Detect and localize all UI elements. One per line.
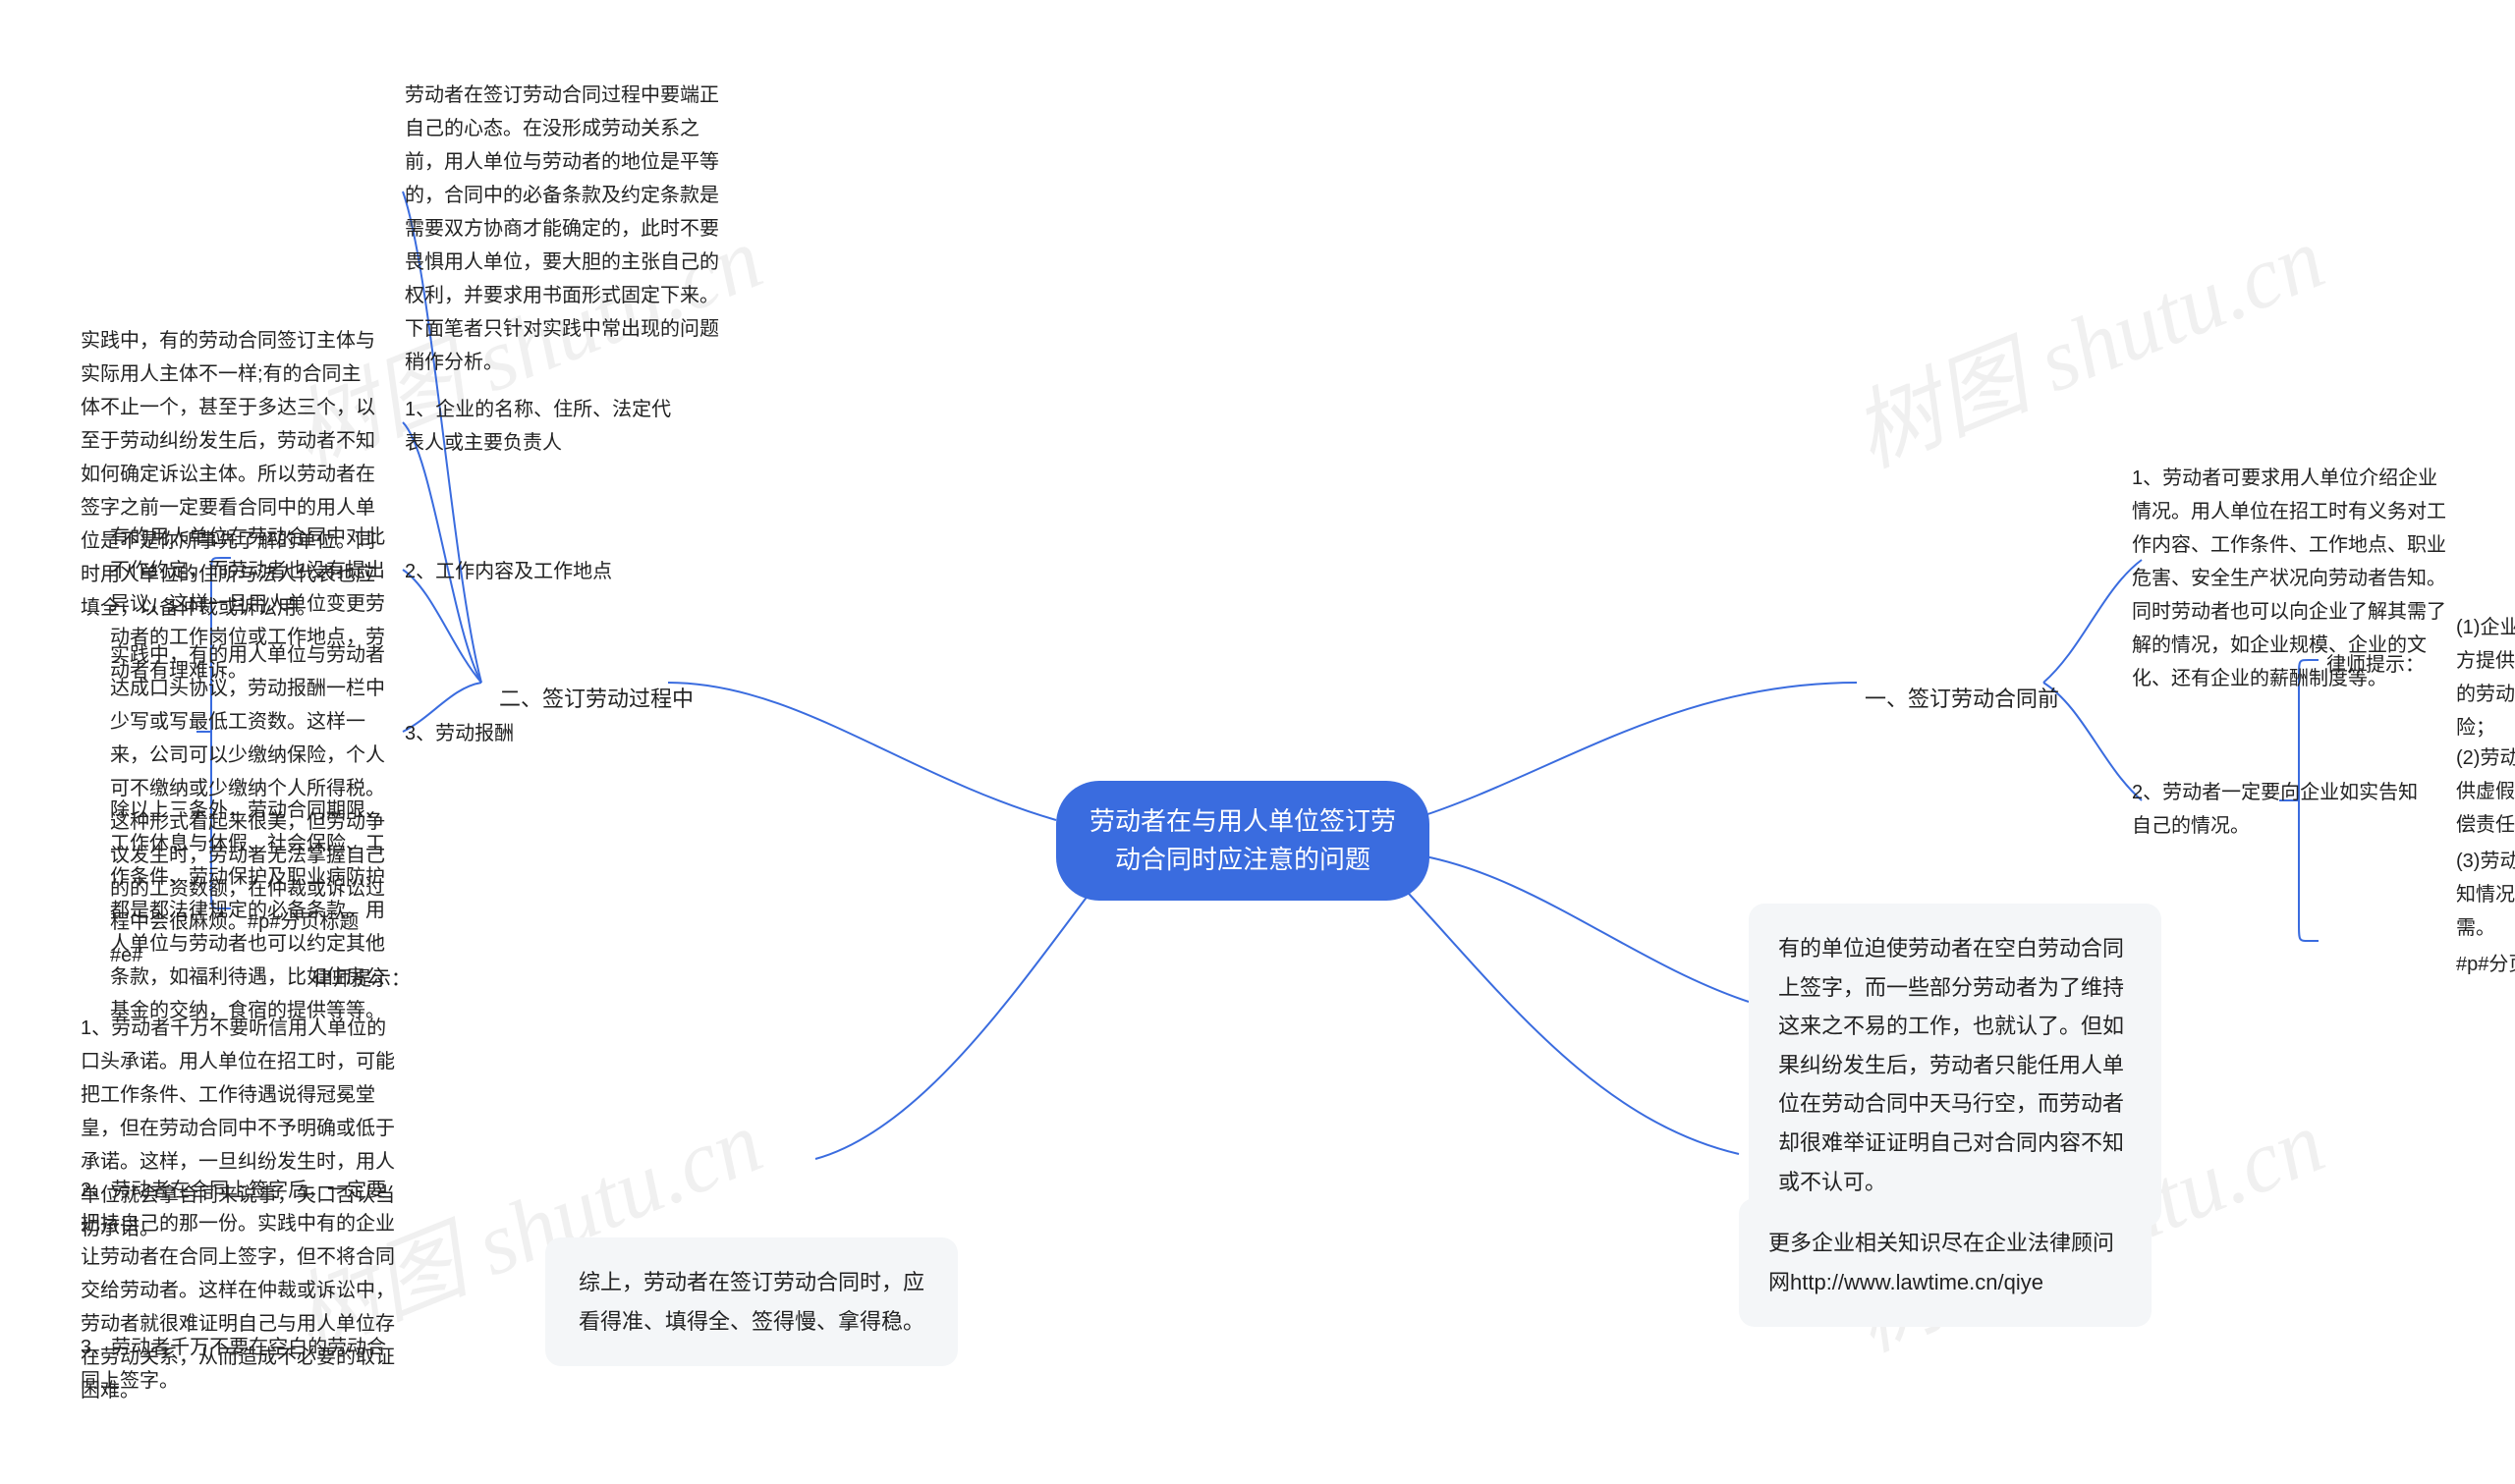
bubble-left-2: 综上，劳动者在签订劳动合同时，应看得准、填得全、签得慢、拿得稳。 [545,1237,958,1366]
l1-item2-label: 2、工作内容及工作地点 [405,555,660,588]
l1-tip3: 3、劳动者千万不要在空白的劳动合同上签字。 [81,1331,395,1398]
r1-leaf2: 2、劳动者一定要向企业如实告知自己的情况。 [2132,776,2427,843]
l1-leaf-top: 劳动者在签订劳动合同过程中要端正自己的心态。在没形成劳动关系之前，用人单位与劳动… [405,79,719,379]
l1-item1-label: 1、企业的名称、住所、法定代表人或主要负责人 [405,393,680,460]
l1-tip-label: 律师提示： [312,962,411,996]
bubble-right-3: 更多企业相关知识尽在企业法律顾问网http://www.lawtime.cn/q… [1739,1198,2152,1327]
r1-tip2: (2)劳动合同如被撤销或无效，提供虚假情况的一方将要承担民事赔偿责任； [2456,742,2515,842]
watermark: 树图 shutu.cn [1831,187,2339,491]
bubble-right-2: 有的单位迫使劳动者在空白劳动合同上签字，而一些部分劳动者为了维持这来之不易的工作… [1749,904,2161,1227]
r1-tip3: (3)劳动者应注意收集用人单位告知情况的证据，以备仲裁或诉讼之需。 [2456,845,2515,945]
l1-item3-label: 3、劳动报酬 [405,717,514,750]
r1-tip1: (1)企业与劳动者必须应如实向对方提供真实的情况，否则双方签订的劳动合同将有被法… [2456,611,2515,744]
r1-tip4: #p#分页标题#e# [2456,948,2515,981]
r1-tip-label: 律师提示： [2326,648,2425,682]
center-node: 劳动者在与用人单位签订劳动合同时应注意的问题 [1056,781,1429,901]
branch-right-1: 一、签订劳动合同前 [1837,668,2087,727]
